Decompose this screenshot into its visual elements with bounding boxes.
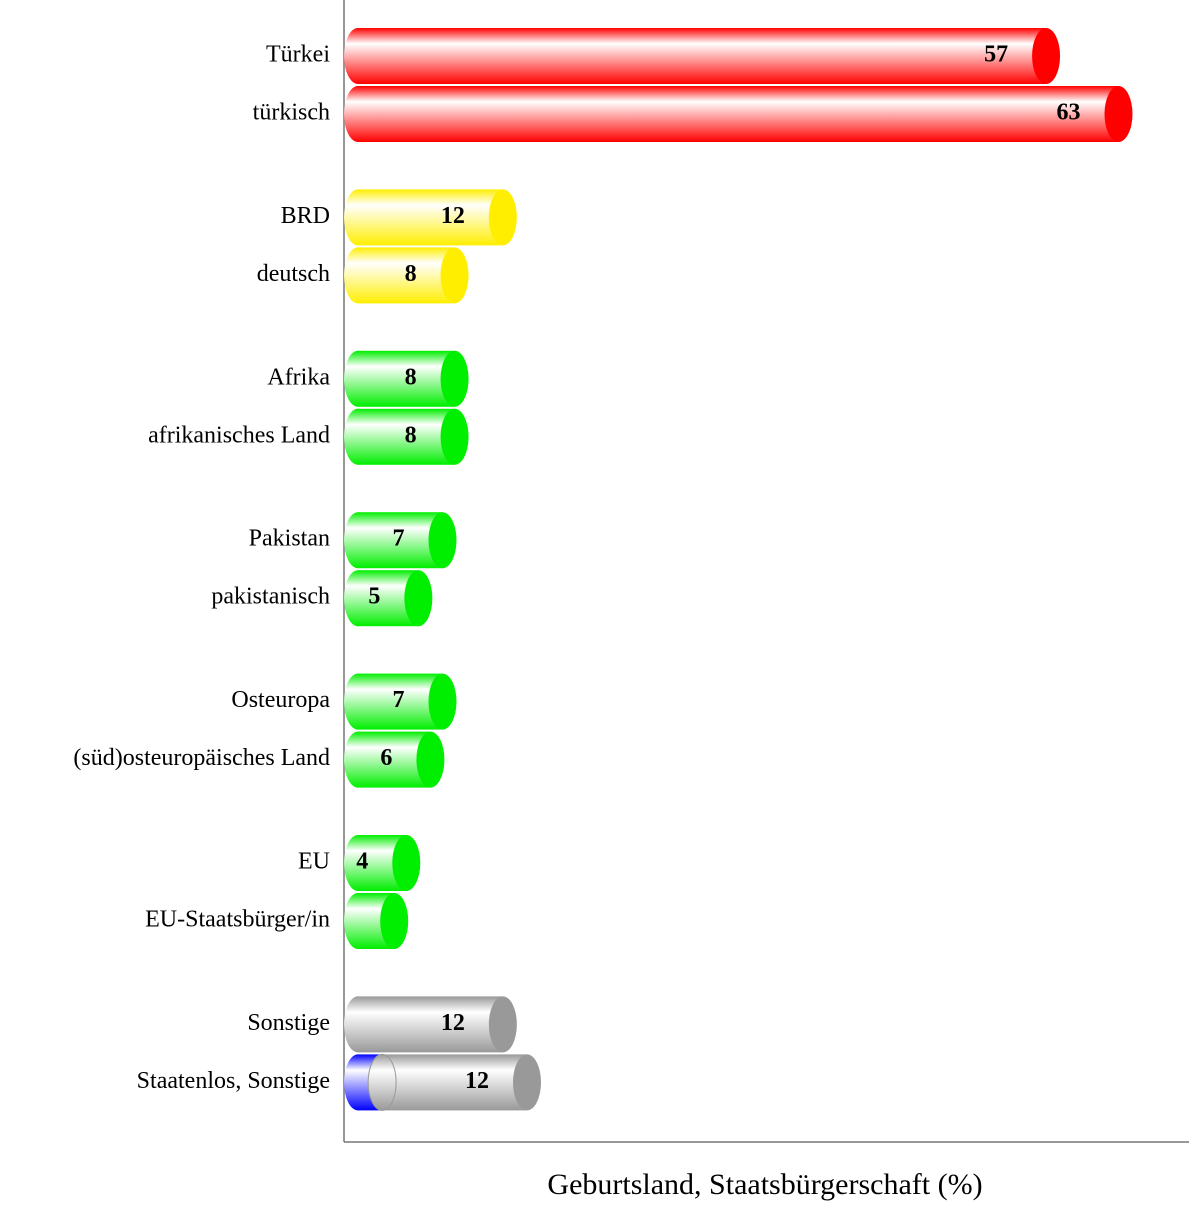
bar	[344, 731, 445, 788]
category-label: pakistanisch	[211, 584, 330, 610]
category-label: EU-Staatsbürger/in	[145, 907, 330, 933]
bar-start	[344, 731, 372, 788]
value-label: 7	[393, 687, 405, 713]
bar	[344, 996, 517, 1053]
bar-start	[344, 86, 372, 142]
bar-start	[367, 1053, 397, 1111]
bar	[344, 893, 409, 949]
category-label: Staatenlos, Sonstige	[137, 1068, 330, 1094]
bar-cap	[1032, 28, 1061, 84]
bar-cap	[380, 893, 409, 949]
bar-cap	[416, 731, 445, 788]
bar	[344, 408, 469, 465]
bar-body	[358, 28, 1047, 84]
value-label: 8	[405, 364, 417, 390]
value-label: 4	[356, 849, 368, 875]
category-label: Afrika	[267, 364, 330, 390]
category-label: EU	[298, 849, 330, 875]
bar-body	[358, 673, 443, 730]
value-label: 12	[441, 1010, 465, 1036]
bar-cap	[513, 1054, 541, 1111]
x-axis-label: Geburtsland, Staatsbürgerschaft (%)	[547, 1168, 982, 1201]
value-label: 8	[405, 261, 417, 287]
bar-body	[358, 996, 503, 1053]
bar	[344, 673, 457, 730]
bar-start	[344, 350, 372, 407]
bar-cap	[404, 570, 433, 627]
bar-start	[344, 673, 372, 730]
bar-cap	[440, 350, 469, 407]
bar-start	[344, 28, 372, 84]
bar	[344, 189, 517, 246]
category-label: türkisch	[253, 100, 330, 126]
bar-cap	[392, 835, 421, 891]
bar-body	[358, 247, 455, 304]
bar-cap	[428, 673, 457, 730]
bar-body	[358, 512, 443, 569]
bar	[344, 86, 1133, 142]
value-label: 12	[441, 203, 465, 229]
category-label: deutsch	[257, 261, 330, 287]
bar	[344, 247, 469, 304]
value-label: 12	[465, 1068, 489, 1094]
bar-body	[358, 408, 455, 465]
bar-start	[344, 1054, 372, 1111]
bar-start	[344, 247, 372, 304]
category-label: Sonstige	[247, 1010, 330, 1036]
value-label: 57	[984, 42, 1008, 68]
bar-start	[344, 893, 372, 949]
bar-cap	[428, 512, 457, 569]
bar-start	[344, 408, 372, 465]
value-label: 7	[393, 526, 405, 552]
value-label: 8	[405, 422, 417, 448]
value-label: 63	[1057, 100, 1081, 126]
bar	[344, 28, 1061, 84]
bar	[367, 1053, 541, 1111]
bar-body	[358, 189, 503, 246]
bar-cap	[440, 408, 469, 465]
bar-body	[358, 86, 1119, 142]
bar	[344, 570, 433, 627]
bar-start	[344, 512, 372, 569]
bar-cap	[488, 189, 517, 246]
bar-cap	[488, 996, 517, 1053]
bar-body	[382, 1054, 527, 1111]
bar-start	[344, 835, 372, 891]
bar	[344, 512, 457, 569]
category-label: (süd)osteuropäisches Land	[73, 745, 330, 771]
category-label: BRD	[281, 203, 330, 229]
category-label: afrikanisches Land	[148, 422, 330, 448]
bar-cap	[440, 247, 469, 304]
value-label: 6	[380, 745, 392, 771]
bar	[344, 835, 421, 891]
bar	[344, 350, 469, 407]
bar-body	[358, 350, 455, 407]
bar-start	[344, 996, 372, 1053]
bar-start	[344, 189, 372, 246]
category-label: Pakistan	[249, 526, 330, 552]
bar-cap	[1104, 86, 1133, 142]
value-label: 5	[368, 584, 380, 610]
category-label: Türkei	[266, 42, 330, 68]
category-label: Osteuropa	[231, 687, 330, 713]
bar-start	[344, 570, 372, 627]
